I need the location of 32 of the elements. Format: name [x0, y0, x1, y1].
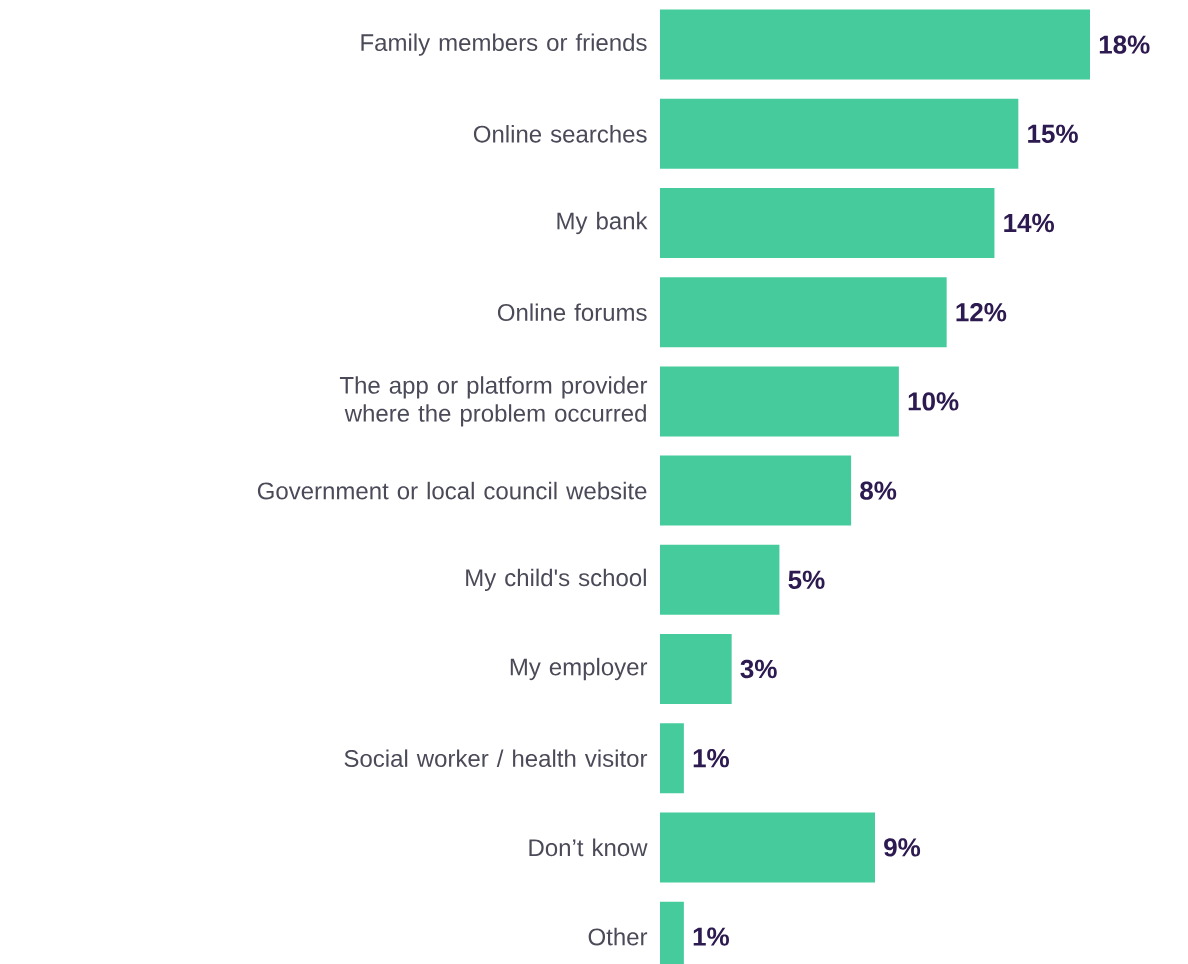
bar — [659, 188, 995, 259]
y-tick-label: My employer — [510, 657, 648, 681]
data-label: 18% — [1099, 35, 1150, 54]
bar — [659, 723, 684, 794]
y-tick-label: Don’t know — [529, 838, 648, 857]
data-label: 1% — [693, 749, 729, 768]
bar — [659, 98, 1019, 169]
data-label: 3% — [740, 659, 777, 679]
y-tick-label: Family members or friends — [361, 33, 647, 56]
data-label: 1% — [693, 927, 729, 946]
bar — [659, 366, 899, 437]
y-tick-label: My child's school — [466, 568, 646, 592]
data-label: 14% — [1004, 213, 1054, 233]
y-tick-label: Online searches — [473, 125, 647, 143]
y-tick-label: The app or platform provider where the problem occurred — [339, 376, 648, 427]
y-tick-label: My bank — [557, 211, 648, 235]
data-label: 12% — [956, 303, 1007, 322]
bar — [659, 812, 875, 883]
bar — [659, 9, 1090, 80]
y-tick-label: Social worker / health visitor — [344, 749, 648, 768]
bar — [659, 634, 732, 705]
y-tick-label: Government or local council website — [257, 481, 647, 500]
bar — [659, 544, 780, 615]
data-label: 10% — [908, 392, 959, 411]
data-label: 8% — [860, 481, 897, 500]
y-tick-label: Online forums — [497, 303, 647, 322]
data-label: 9% — [884, 838, 921, 857]
y-tick-label: Other — [588, 927, 648, 946]
bar — [659, 455, 852, 526]
data-label: 15% — [1028, 124, 1078, 143]
bar — [659, 277, 947, 348]
data-label: 5% — [788, 570, 825, 589]
